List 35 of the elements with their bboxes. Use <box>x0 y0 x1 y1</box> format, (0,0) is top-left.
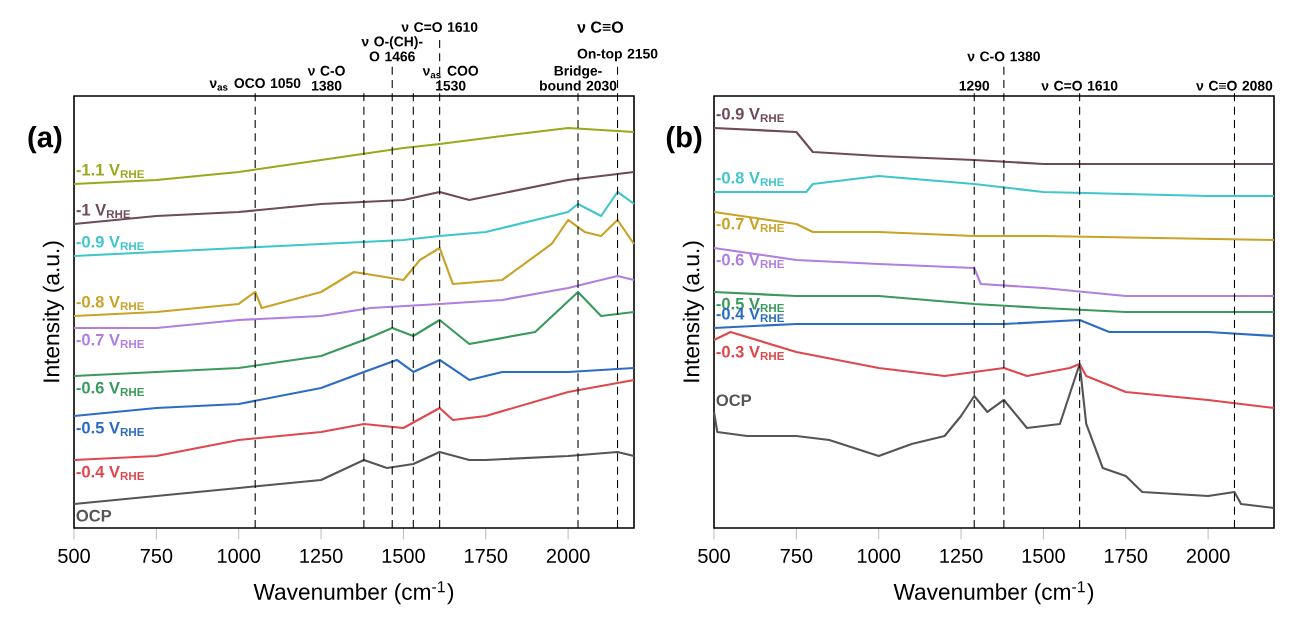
series-label: -0.6 V$_{RHE}$ <box>76 381 144 397</box>
series-label: -0.5 V$_{RHE}$ <box>76 421 144 437</box>
x-tick-label: 2000 <box>1186 548 1230 563</box>
x-tick-label: 500 <box>58 548 90 563</box>
y-axis-title: Intensity (a.u.) <box>682 241 704 382</box>
series-label: -1 V$_{RHE}$ <box>76 204 131 219</box>
series-label: -0.3 V$_{RHE}$ <box>716 345 784 361</box>
series-label: -1.1 V$_{RHE}$ <box>76 164 144 179</box>
x-axis-title: Wavenumber (cm$^{-1}$) <box>253 581 454 605</box>
x-tick-label: 1250 <box>300 548 343 563</box>
x-tick-label: 1000 <box>217 548 261 563</box>
x-tick-label: 1500 <box>382 548 425 563</box>
x-tick-label: 750 <box>780 548 813 563</box>
x-tick-label: 750 <box>140 548 173 563</box>
series-label: -0.9 V$_{RHE}$ <box>76 235 144 251</box>
chart-title: (b) <box>666 125 702 154</box>
x-tick-label: 2000 <box>546 548 590 563</box>
series-label: -0.7 V$_{RHE}$ <box>76 333 144 349</box>
chart-title: (a) <box>28 125 62 154</box>
x-tick-label: 1750 <box>465 548 508 563</box>
x-tick-label: 1750 <box>1105 548 1148 563</box>
text: ν C≡O <box>577 21 624 33</box>
x-axis-title: Wavenumber (cm$^{-1}$) <box>893 581 1094 605</box>
series-label: OCP <box>76 509 112 522</box>
series-label: -0.8 V$_{RHE}$ <box>716 171 784 187</box>
y-axis-title: Intensity (a.u.) <box>42 241 64 382</box>
series-label: -0.8 V$_{RHE}$ <box>76 295 144 311</box>
series-label: -0.9 V$_{RHE}$ <box>716 107 784 123</box>
x-tick-label: 500 <box>698 548 730 563</box>
series-label: OCP <box>716 394 752 407</box>
x-tick-label: 1500 <box>1022 548 1065 563</box>
series-label: -0.5 V$_{RHE}$ <box>716 297 784 313</box>
x-tick-label: 1000 <box>857 548 901 563</box>
x-tick-label: 1250 <box>940 548 983 563</box>
series-label: -0.4 V$_{RHE}$ <box>76 465 144 481</box>
